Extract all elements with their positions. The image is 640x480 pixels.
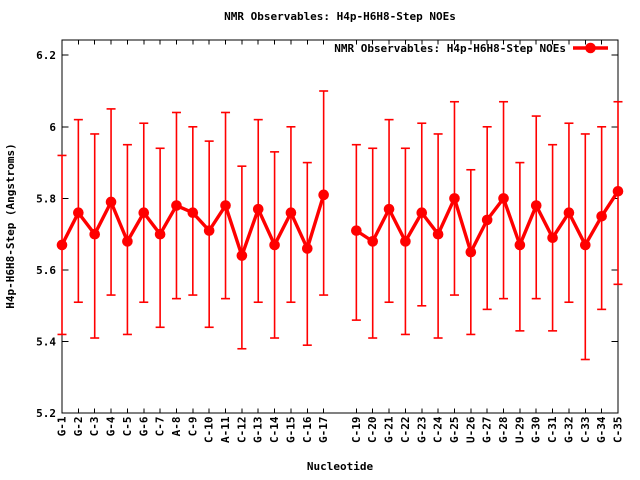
x-tick-label: G-23 — [415, 417, 428, 444]
y-tick-label: 6.2 — [36, 49, 56, 62]
x-tick-label: C-12 — [235, 417, 248, 444]
data-point — [465, 246, 477, 258]
data-point — [318, 189, 329, 201]
y-tick-label: 5.4 — [36, 336, 56, 349]
x-tick-label: G-1 — [56, 416, 69, 436]
x-tick-label: A-11 — [219, 416, 232, 443]
data-point — [154, 228, 166, 240]
data-point — [498, 193, 509, 204]
data-point — [252, 203, 264, 215]
x-tick-label: G-17 — [317, 417, 330, 444]
x-tick-label: G-25 — [448, 417, 461, 444]
data-point — [351, 225, 362, 236]
x-tick-label: C-16 — [301, 416, 314, 443]
data-point — [89, 228, 101, 240]
x-tick-label: A-8 — [170, 417, 183, 437]
x-tick-label: G-32 — [562, 417, 575, 444]
data-point — [301, 243, 313, 254]
x-tick-label: C-14 — [268, 416, 281, 443]
x-tick-label: C-24 — [432, 416, 445, 443]
frame-border — [61, 39, 619, 414]
x-tick-label: C-7 — [154, 417, 167, 437]
data-point — [432, 228, 444, 240]
data-point — [56, 239, 68, 251]
y-tick-label: 5.8 — [36, 192, 56, 205]
data-point — [416, 207, 428, 219]
x-tick-label: G-2 — [72, 417, 85, 437]
data-series — [56, 90, 624, 361]
data-point — [383, 203, 395, 215]
y-axis-label: H4p-H6H8-Step (Angstroms) — [4, 143, 17, 309]
data-point — [367, 236, 379, 247]
data-point — [563, 207, 575, 219]
data-point — [481, 214, 493, 226]
chart-title: NMR Observables: H4p-H6H8-Step NOEs — [224, 10, 456, 23]
x-tick-label: G-6 — [137, 416, 150, 436]
y-tick-label: 6 — [49, 121, 56, 134]
x-tick-label: C-22 — [399, 417, 412, 444]
x-tick-label: G-15 — [284, 417, 297, 444]
tick-labels: 5.2 5.4 5.6 5.8 6 6.2 G-1 G-2 C-3 G-4 C-5 G-6 C-7 A-8… — [36, 49, 624, 443]
x-tick-label: G-34 — [595, 416, 608, 443]
data-point — [203, 225, 215, 236]
x-tick-label: C-9 — [186, 417, 199, 437]
x-tick-label: C-31 — [546, 416, 559, 443]
x-tick-label: G-13 — [252, 417, 265, 444]
x-axis-label: Nucleotide — [307, 460, 374, 473]
data-point — [236, 250, 248, 261]
data-point — [285, 207, 297, 219]
x-tick-label: C-10 — [203, 417, 216, 444]
x-tick-label: C-19 — [350, 417, 363, 444]
legend-label: NMR Observables: H4p-H6H8-Step NOEs — [334, 42, 566, 55]
y-tick-label: 5.2 — [36, 407, 56, 420]
legend-sample — [573, 42, 608, 54]
x-tick-label: U-26 — [464, 416, 477, 443]
x-tick-label: G-21 — [383, 416, 396, 443]
data-point — [449, 193, 460, 204]
data-point — [105, 196, 117, 208]
x-tick-label: C-5 — [121, 417, 134, 437]
x-tick-label: G-30 — [530, 417, 543, 444]
x-tick-label: C-35 — [612, 417, 625, 444]
x-tick-label: C-33 — [579, 417, 592, 444]
data-point — [220, 200, 231, 211]
x-tick-label: U-29 — [513, 417, 526, 444]
data-point — [122, 236, 133, 247]
x-tick-label: G-28 — [497, 417, 510, 444]
data-point — [514, 239, 526, 251]
data-point — [579, 239, 591, 251]
data-point — [73, 207, 84, 219]
data-point — [138, 207, 150, 219]
data-point — [596, 211, 607, 222]
data-point — [400, 236, 411, 247]
x-tick-label: G-27 — [481, 417, 494, 444]
data-point — [187, 207, 199, 219]
data-point — [547, 232, 558, 244]
data-point — [612, 185, 624, 197]
data-point — [171, 200, 182, 211]
x-tick-label: G-4 — [105, 416, 118, 436]
y-tick-label: 5.6 — [36, 264, 56, 277]
data-point — [530, 200, 542, 211]
data-point — [269, 239, 280, 251]
legend-sample-point — [585, 42, 596, 54]
x-tick-label: C-20 — [366, 417, 379, 444]
plot-frame — [61, 39, 619, 414]
x-tick-label: C-3 — [88, 417, 101, 437]
